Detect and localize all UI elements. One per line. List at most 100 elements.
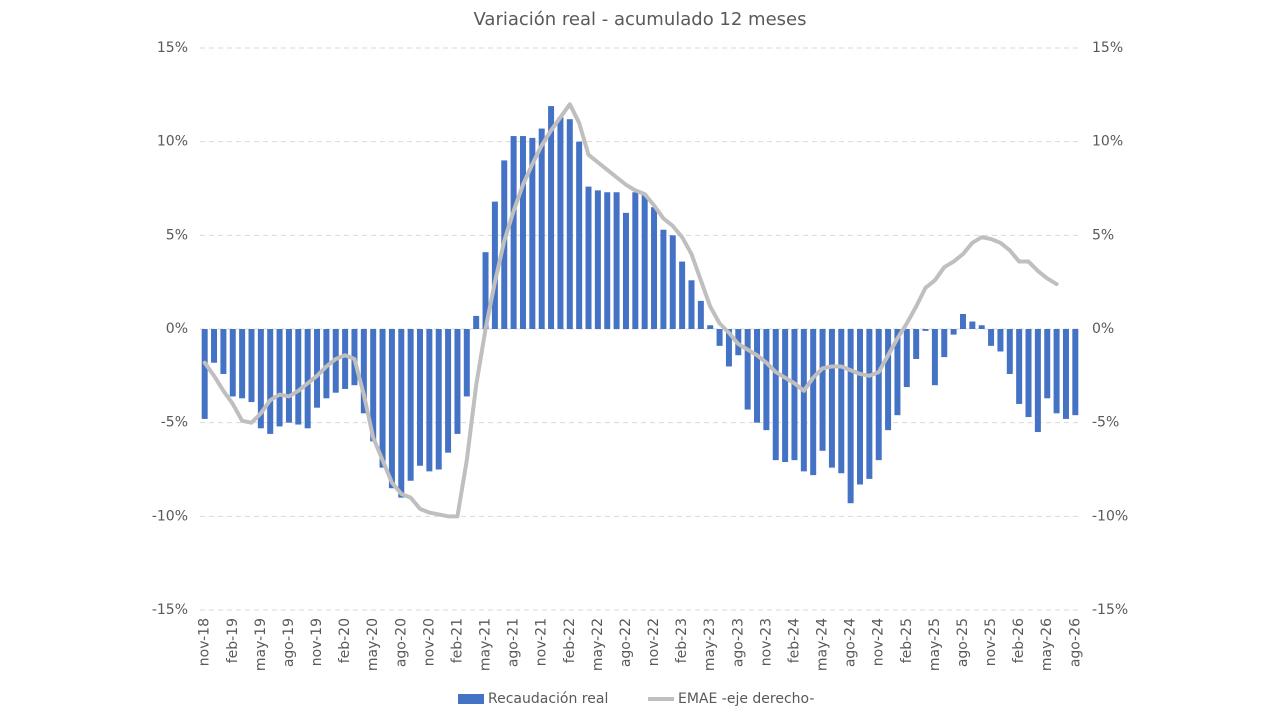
bar: [688, 280, 695, 329]
x-tick-label: nov-21: [534, 618, 550, 666]
bar: [613, 192, 620, 329]
bar: [491, 201, 498, 329]
bar: [257, 329, 264, 429]
x-tick-label: feb-21: [449, 618, 465, 663]
x-tick-label: may-20: [365, 618, 381, 671]
bar: [360, 329, 367, 414]
y2-tick-label: -5%: [1092, 415, 1119, 431]
x-tick-label: may-22: [590, 618, 606, 671]
bar: [566, 119, 573, 329]
legend-label: Recaudación real: [488, 691, 608, 707]
bar: [754, 329, 761, 423]
x-tick-label: feb-19: [225, 618, 241, 663]
x-tick-label: feb-22: [562, 618, 578, 663]
bar: [941, 329, 948, 358]
x-tick-label: may-19: [253, 618, 269, 671]
y2-tick-label: -10%: [1092, 508, 1128, 524]
bar: [669, 235, 676, 329]
bar: [529, 137, 536, 329]
bar: [417, 329, 423, 466]
bar: [697, 300, 704, 329]
bar: [239, 329, 246, 399]
x-tick-label: ago-26: [1067, 618, 1083, 667]
y-tick-label: -15%: [152, 602, 188, 618]
bar: [651, 207, 658, 329]
line: [202, 102, 1059, 519]
bar: [894, 329, 901, 416]
legend-swatch: [458, 694, 484, 704]
x-tick-label: may-26: [1039, 618, 1055, 671]
bar: [828, 329, 835, 468]
x-tick-label: ago-20: [393, 618, 409, 667]
y2-tick-label: 5%: [1092, 227, 1114, 243]
bar: [585, 186, 592, 329]
bar: [660, 229, 667, 329]
bar: [931, 329, 938, 386]
bar: [1062, 329, 1069, 419]
bar: [810, 329, 817, 476]
bar: [847, 329, 854, 504]
bar: [295, 329, 302, 425]
bar: [604, 192, 611, 329]
bar: [463, 329, 470, 397]
bar: [969, 321, 976, 329]
bar: [342, 329, 349, 389]
bar: [679, 261, 686, 329]
bar: [538, 128, 545, 329]
bar: [875, 329, 882, 461]
y2-tick-label: -15%: [1092, 602, 1128, 618]
bar: [594, 190, 601, 329]
bar: [866, 329, 873, 479]
bar: [988, 329, 995, 346]
x-tick-label: may-21: [478, 618, 494, 671]
legend-label: EMAE -eje derecho-: [678, 691, 814, 707]
bar: [370, 329, 377, 442]
x-tick-label: feb-24: [786, 618, 802, 663]
bar: [398, 329, 405, 498]
x-tick-label: ago-21: [506, 618, 522, 667]
bar: [220, 329, 227, 374]
bar: [267, 329, 274, 434]
x-tick-label: may-25: [927, 618, 943, 671]
x-tick-label: feb-20: [337, 618, 353, 663]
bar: [978, 325, 985, 329]
x-tick-label: nov-24: [871, 618, 887, 666]
bar: [510, 136, 517, 329]
x-tick-label: may-24: [815, 618, 831, 671]
bar: [1072, 329, 1079, 416]
bar: [248, 329, 255, 403]
bar: [632, 192, 639, 329]
bar: [482, 252, 489, 329]
bar: [379, 329, 386, 468]
y2-tick-label: 15%: [1092, 40, 1123, 56]
bar: [922, 329, 929, 331]
x-tick-label: ago-25: [955, 618, 971, 667]
bar: [445, 329, 452, 453]
y2-tick-label: 10%: [1092, 134, 1123, 150]
bar: [426, 329, 433, 472]
x-tick-label: feb-25: [899, 618, 915, 663]
bar: [211, 329, 218, 363]
bar: [576, 141, 583, 329]
y-tick-label: -10%: [152, 508, 188, 524]
bar: [782, 329, 789, 463]
bar: [707, 325, 714, 329]
bar: [800, 329, 807, 472]
bar: [857, 329, 863, 485]
x-tick-label: ago-24: [843, 618, 859, 667]
bar: [763, 329, 770, 431]
y-tick-label: 10%: [157, 134, 188, 150]
bar: [323, 329, 330, 399]
y-tick-label: 0%: [166, 321, 188, 337]
bar: [885, 329, 892, 431]
bar: [819, 329, 826, 451]
chart-title: Variación real - acumulado 12 meses: [474, 9, 807, 30]
y-tick-label: -5%: [161, 415, 188, 431]
bar: [519, 136, 526, 329]
bar: [913, 329, 920, 359]
bar: [791, 329, 798, 461]
bar: [229, 329, 236, 397]
bar: [276, 329, 283, 427]
bar: [435, 329, 442, 470]
